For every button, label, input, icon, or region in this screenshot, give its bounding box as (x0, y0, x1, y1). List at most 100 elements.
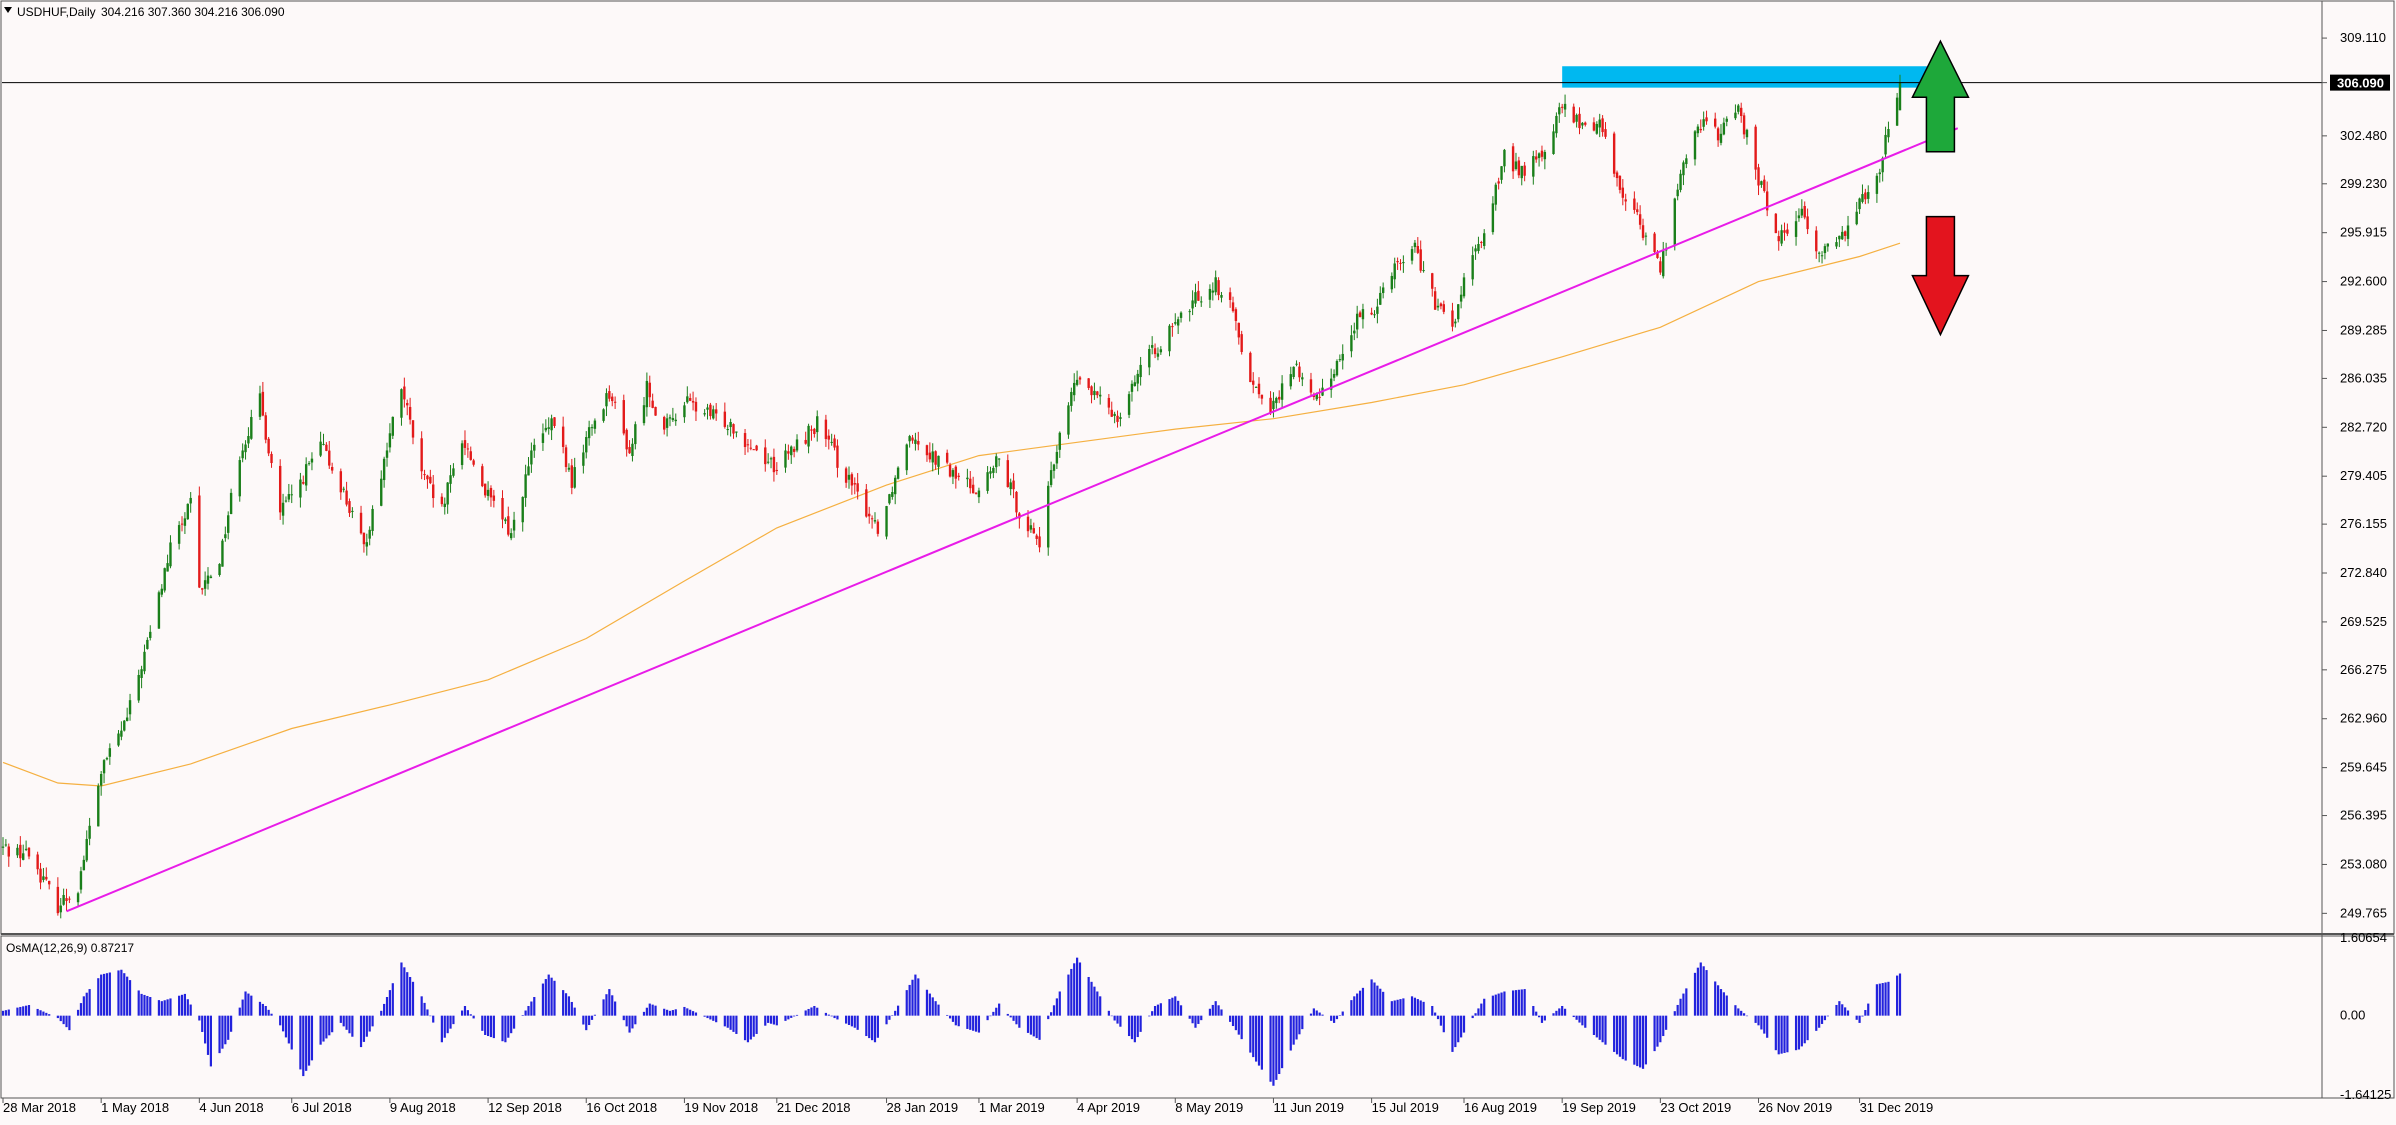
candle (258, 385, 262, 420)
candle-body (625, 429, 628, 450)
date-tick-label: 1 Mar 2019 (979, 1100, 1045, 1115)
candle-body (1520, 165, 1523, 179)
candle (896, 466, 900, 480)
candle-body (1153, 348, 1157, 355)
osma-bar (1745, 1015, 1749, 1017)
candle-body (7, 846, 10, 857)
candle-body (460, 443, 464, 466)
osma-bar (1636, 1015, 1639, 1067)
osma-bar (608, 989, 611, 1016)
candle (481, 463, 484, 488)
candle (1878, 168, 1881, 183)
candle (544, 419, 548, 433)
candle-body (359, 512, 363, 534)
candle-body (1439, 303, 1443, 307)
osma-bar (299, 1015, 302, 1070)
osma-bar (1497, 993, 1500, 1016)
main-price-pane[interactable] (1, 39, 2322, 919)
candle-body (971, 484, 975, 494)
osma-bar (443, 1015, 446, 1038)
candle-body (622, 400, 625, 434)
candle-body (166, 563, 169, 572)
candle (1419, 240, 1422, 273)
candle (411, 420, 415, 445)
osma-bar (1133, 1015, 1136, 1043)
candle (986, 466, 989, 494)
candle-body (628, 447, 631, 454)
osma-bar (1416, 999, 1419, 1016)
candle (795, 434, 799, 453)
osma-bar (1171, 997, 1174, 1016)
osma-bar (1763, 1015, 1766, 1034)
candle (163, 567, 166, 593)
candle (1823, 243, 1827, 260)
candle (1156, 347, 1160, 361)
osma-bar (1107, 1010, 1110, 1016)
osma-bar (27, 1005, 31, 1016)
candle-body (966, 477, 969, 480)
osma-bar (1292, 1015, 1295, 1045)
candle-body (602, 409, 605, 421)
candle (830, 433, 833, 446)
candle (1705, 110, 1708, 125)
osma-bar (1295, 1015, 1298, 1040)
ascending-trendline[interactable] (66, 127, 1959, 913)
osma-bar (1055, 998, 1058, 1016)
candle (201, 587, 204, 595)
osma-bar (279, 1015, 282, 1026)
candle (351, 507, 354, 519)
candle-body (229, 492, 233, 515)
osma-bar (1699, 962, 1702, 1016)
candle (325, 442, 328, 452)
candle (807, 423, 810, 454)
candle (1572, 103, 1575, 124)
candle (1298, 362, 1301, 382)
candle-body (1803, 205, 1806, 218)
candle-body (177, 525, 181, 544)
candle-body (691, 400, 695, 403)
osma-bar (795, 1014, 799, 1016)
candle-body (813, 428, 816, 435)
candle-body (339, 471, 343, 493)
osma-bar (446, 1015, 449, 1034)
candle (206, 567, 210, 590)
candle (1534, 150, 1538, 163)
osma-bar (1026, 1015, 1030, 1033)
osma-bar (36, 1008, 39, 1016)
candle-body (1659, 261, 1662, 273)
price-tick-label: 282.720 (2340, 419, 2387, 434)
candle-body (1693, 131, 1697, 160)
osma-bar (894, 1010, 897, 1016)
candle (1843, 230, 1847, 242)
osma-bar (1090, 981, 1093, 1016)
osma-indicator-pane[interactable] (1, 957, 1902, 1086)
osma-bar (1523, 989, 1526, 1016)
osma-bar (645, 1007, 648, 1016)
candle (304, 457, 308, 491)
candle (1739, 102, 1743, 123)
osma-bar (1719, 989, 1723, 1016)
osma-bar (1601, 1015, 1604, 1043)
candle (186, 503, 189, 520)
candle (547, 417, 550, 435)
candle-body (1139, 364, 1142, 378)
candle (1480, 240, 1483, 249)
candle (954, 465, 958, 489)
candle-body (201, 588, 204, 590)
date-tick-label: 12 Sep 2018 (488, 1100, 562, 1115)
osma-bar (1058, 991, 1061, 1016)
candle (7, 843, 10, 867)
candle (1858, 197, 1861, 215)
osma-bar (790, 1015, 793, 1018)
candle (1659, 256, 1662, 275)
candle-body (362, 532, 366, 545)
candle-body (1234, 309, 1238, 321)
osma-bar (752, 1015, 755, 1037)
symbol-dropdown-icon[interactable] (4, 7, 12, 13)
osma-bar (1887, 981, 1890, 1016)
osma-bar (1093, 986, 1096, 1016)
osma-bar (1353, 996, 1356, 1016)
osma-bar (1148, 1015, 1151, 1017)
